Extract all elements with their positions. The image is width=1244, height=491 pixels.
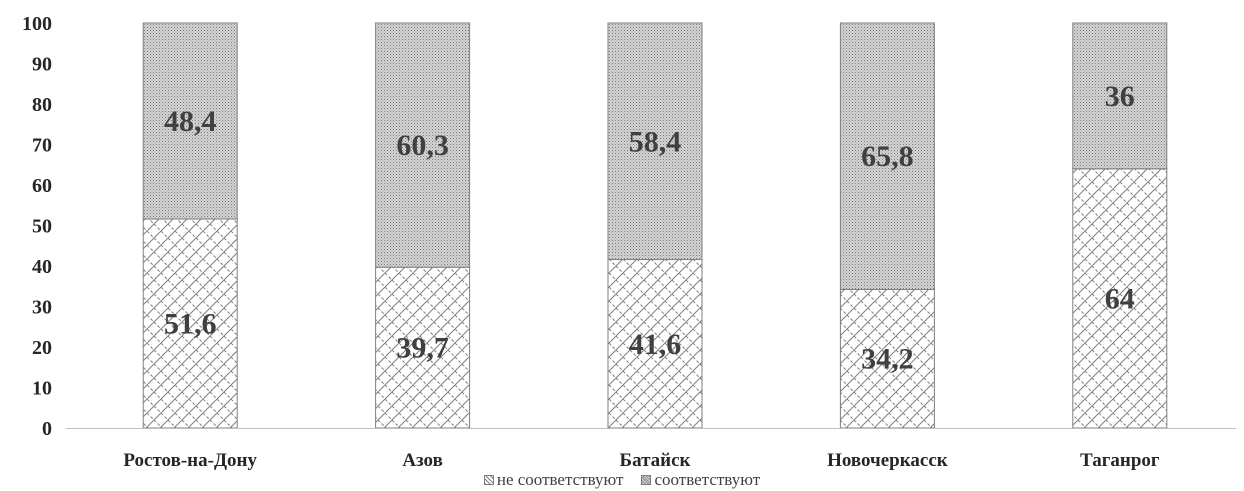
data-label: 48,4: [164, 105, 217, 138]
bar-segment-compliant: [375, 22, 471, 268]
bar-segment-compliant: [607, 22, 703, 261]
y-tick-label: 50: [32, 216, 52, 238]
category-label: Таганрог: [1080, 450, 1160, 470]
data-label: 39,7: [396, 332, 449, 365]
data-label: 65,8: [861, 140, 914, 173]
y-tick-label: 90: [32, 54, 52, 76]
y-tick-label: 20: [32, 337, 52, 359]
legend-label-compliant: соответствуют: [654, 470, 761, 489]
y-tick-label: 100: [22, 13, 52, 35]
data-label: 41,6: [629, 328, 682, 361]
bar-segment-not-compliant: [607, 259, 703, 429]
category-label: Батайск: [620, 450, 691, 470]
bars: [142, 22, 1168, 429]
y-tick-label: 40: [32, 256, 52, 278]
bar-segment-compliant: [1072, 22, 1168, 170]
legend-label-not-compliant: не соответствуют: [496, 470, 624, 489]
y-tick-label: 60: [32, 175, 52, 197]
category-label: Новочеркасск: [827, 450, 948, 470]
y-tick-label: 70: [32, 135, 52, 157]
category-label: Азов: [402, 450, 443, 470]
legend: не соответствуют соответствуют: [0, 470, 1244, 490]
bar-segment-compliant: [839, 22, 935, 290]
data-label: 58,4: [629, 125, 682, 158]
x-axis: Ростов-на-Дону Азов Батайск Новочеркасск Таг…: [123, 450, 1159, 470]
data-label: 34,2: [861, 343, 914, 376]
y-tick-label: 80: [32, 94, 52, 116]
data-label: 36: [1105, 80, 1135, 113]
y-tick-label: 0: [42, 418, 52, 440]
legend-swatch-dots: [641, 475, 652, 485]
legend-swatch-crosshatch: [483, 475, 494, 485]
category-label: Ростов-на-Дону: [123, 450, 257, 470]
legend-item-compliant: соответствуют: [641, 470, 760, 490]
legend-item-not-compliant: не соответствуют: [483, 470, 624, 490]
y-axis: 0 10 20 30 40 50 60 70 80 90 100: [22, 13, 52, 440]
bar-segment-not-compliant: [142, 218, 238, 429]
stacked-bar-chart: 0 10 20 30 40 50 60 70 80 90 100 51,6 48,4 39,7 60,3 4…: [22, 13, 1236, 470]
y-tick-label: 30: [32, 297, 52, 319]
y-tick-label: 10: [32, 378, 52, 400]
data-labels: 51,6 48,4 39,7 60,3 41,6 58,4 34,2 65,8 64 36: [164, 80, 1135, 376]
bar-segment-compliant: [142, 22, 238, 220]
data-label: 64: [1105, 282, 1135, 315]
data-label: 60,3: [396, 129, 449, 162]
data-label: 51,6: [164, 308, 217, 341]
